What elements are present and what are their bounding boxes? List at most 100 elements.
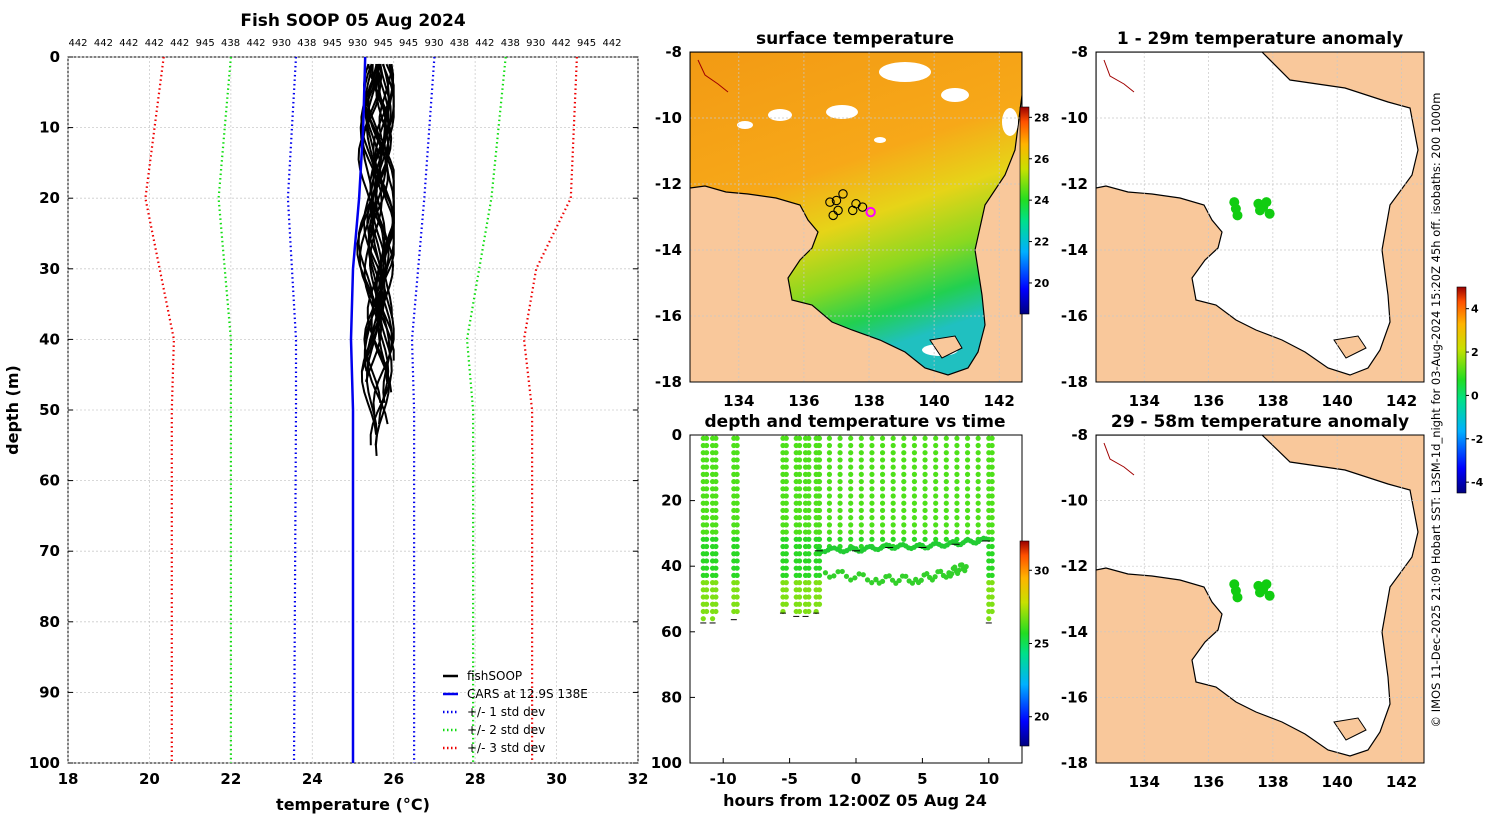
depth-time-dives xyxy=(700,435,995,624)
dive-point xyxy=(734,543,740,550)
dive-point xyxy=(796,486,803,492)
anomaly-top-y-tick-label: -12 xyxy=(1061,175,1088,193)
depth-time-y-tick-label: 80 xyxy=(661,688,682,706)
deep-track-point xyxy=(879,578,886,584)
deep-track-point xyxy=(962,568,968,574)
dive-point xyxy=(796,558,803,564)
dive-point xyxy=(933,471,939,477)
dive-point xyxy=(848,464,854,470)
sst-y-ticks: -8 -10 -12 -14 -16 -18 xyxy=(655,43,682,391)
dive-point xyxy=(826,522,833,528)
dive-point xyxy=(989,478,995,485)
legend-label: fishSOOP xyxy=(467,669,522,683)
anomaly-colorbar-label: -2 xyxy=(1471,433,1483,446)
depth-time-frame xyxy=(689,434,1023,764)
dive-point xyxy=(869,493,875,499)
dive-point xyxy=(989,442,995,449)
dive-point xyxy=(869,457,875,463)
dive-point xyxy=(901,529,907,535)
dive-point xyxy=(796,471,803,477)
sst-y-tick-label: -14 xyxy=(655,241,682,259)
dive-point xyxy=(869,515,875,521)
dive-point xyxy=(989,565,995,571)
dive-point xyxy=(975,515,981,521)
dive-point xyxy=(796,464,803,470)
dive-point xyxy=(858,529,864,535)
dive-point xyxy=(734,551,740,557)
dive-point xyxy=(964,500,971,506)
dive-point xyxy=(713,471,719,477)
profile-x-tick-label: 24 xyxy=(302,770,323,788)
dive-point xyxy=(783,587,789,593)
dive-point xyxy=(975,529,981,535)
dive-point xyxy=(848,435,854,441)
anomaly-colorbar xyxy=(1456,286,1467,494)
dive-point xyxy=(783,464,789,470)
dive-point xyxy=(901,464,907,470)
dive-point xyxy=(837,471,843,477)
dive-point xyxy=(796,442,803,449)
legend-label: +/- 2 std dev xyxy=(467,723,545,737)
dive-point xyxy=(911,522,918,528)
dive-point xyxy=(806,464,812,470)
dive-point xyxy=(806,608,812,615)
anomaly-bottom-frame xyxy=(1095,434,1425,764)
dive-point xyxy=(713,594,719,600)
depth-time-colorbar-label: 30 xyxy=(1034,564,1050,577)
dive-point xyxy=(901,486,907,492)
dive-point xyxy=(989,580,995,586)
dive-point xyxy=(806,457,812,463)
dive-point xyxy=(933,478,939,485)
dive-point xyxy=(713,486,719,492)
dive-point xyxy=(879,515,886,521)
dive-point xyxy=(901,478,907,485)
anomaly-top-y-ticks: -8 -10 -12 -14 -16 -18 xyxy=(1061,43,1088,391)
dive-point xyxy=(975,435,981,441)
depth-time-colorbar xyxy=(1019,540,1030,747)
dive-point xyxy=(890,500,896,506)
dive-point xyxy=(911,515,918,521)
dive-point xyxy=(922,478,928,485)
dive-point xyxy=(943,529,949,535)
dive-point xyxy=(922,464,928,470)
profile-x-tick-label: 22 xyxy=(220,770,241,788)
dive-point xyxy=(943,536,949,542)
anomaly-bottom-x-tick-label: 140 xyxy=(1322,773,1353,791)
dive-point xyxy=(879,457,886,463)
dive-point xyxy=(713,580,719,586)
dive-point xyxy=(713,442,719,449)
dive-point xyxy=(704,608,710,615)
dive-point xyxy=(890,493,896,499)
profile-x-tick-label: 18 xyxy=(58,770,79,788)
fish-profile-line xyxy=(372,63,395,361)
depth-time-y-tick-label: 20 xyxy=(661,492,682,510)
dive-point xyxy=(848,486,854,492)
dive-point xyxy=(943,471,949,477)
dive-point xyxy=(796,507,803,514)
dive-point xyxy=(989,471,995,477)
deep-track-point xyxy=(959,562,965,568)
dive-point xyxy=(713,435,719,441)
dive-point xyxy=(890,442,896,449)
depth-time-y-tick-label: 100 xyxy=(651,754,682,772)
deep-track-point xyxy=(956,567,962,573)
dive-point xyxy=(933,493,939,499)
anomaly-point xyxy=(1230,203,1241,214)
dive-point xyxy=(837,500,843,506)
anomaly-bottom-y-tick-label: -16 xyxy=(1061,688,1088,706)
dive-point xyxy=(901,500,907,506)
dive-point xyxy=(989,543,995,550)
dive-point xyxy=(848,536,854,542)
profile-x-tick-label: 20 xyxy=(139,770,160,788)
dive-point xyxy=(922,457,928,463)
dive-point xyxy=(890,536,896,542)
dive-point xyxy=(964,471,971,477)
dive-point xyxy=(806,594,812,600)
sst-x-tick-label: 142 xyxy=(984,392,1015,410)
dive-point xyxy=(816,464,822,470)
dive-point xyxy=(869,522,875,528)
dive-point xyxy=(911,486,918,492)
anomaly-bottom-y-tick-label: -8 xyxy=(1071,426,1088,444)
dive-point xyxy=(806,587,812,593)
dive-point xyxy=(704,493,710,499)
